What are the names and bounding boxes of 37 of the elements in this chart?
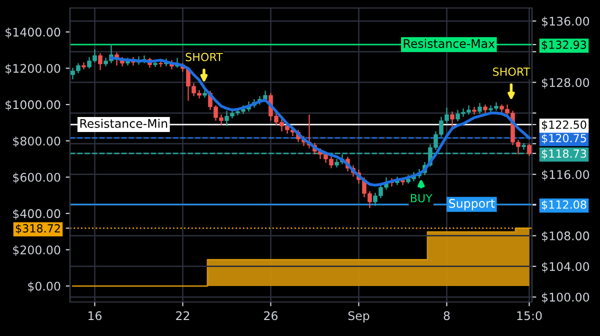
y2-tick-label: $128.00 [542,78,590,89]
candlestick [98,52,102,71]
y-tick-label: $1200.00 [6,64,60,74]
annotation: SHORT [493,68,530,76]
y2-tick-label: $122.50 [542,120,586,130]
annotation: SHORT [186,52,223,62]
y-tick-label: $400.00 [13,208,60,220]
x-tick-label: 8 [444,311,450,320]
x-tick-label: 26 [264,311,278,320]
y2-tick-label: $112.08 [542,200,586,210]
y2-tick-label: $116.00 [542,170,590,181]
annotation: BUY [410,194,432,202]
candlestick [522,142,526,150]
x-tick-label: 15:0 [517,311,542,320]
candlestick [478,102,482,114]
candlestick [527,143,532,157]
y2-tick-label: $104.00 [542,262,590,273]
y2-tick-label: $120.75 [542,134,586,144]
y2-tick-label: $136.00 [542,16,590,28]
x-tick-label: Sep [348,311,370,322]
candlestick [450,110,454,129]
y-tick-label: $1400.00 [6,27,60,38]
x-tick-label: 22 [176,311,190,320]
y-tick-label: $1000.00 [6,100,60,111]
y-tick-label: $200.00 [13,245,60,256]
ref-line-label: Support [449,198,495,210]
y-tick-label: $0.00 [28,282,60,292]
y2-tick-label: $100.00 [542,292,590,304]
y2-tick-label: $108.00 [542,231,590,242]
y2-tick-label: $132.93 [542,40,586,50]
y2-tick-label: $118.73 [542,149,586,160]
y-tick-label: $600.00 [13,172,60,184]
y-tick-label: $800.00 [13,136,60,148]
ref-line-label: Resistance-Min [80,118,168,128]
ref-line-label: Resistance-Max [404,38,495,48]
y-tick-label: $318.72 [16,224,60,234]
x-tick-label: 16 [88,311,102,320]
